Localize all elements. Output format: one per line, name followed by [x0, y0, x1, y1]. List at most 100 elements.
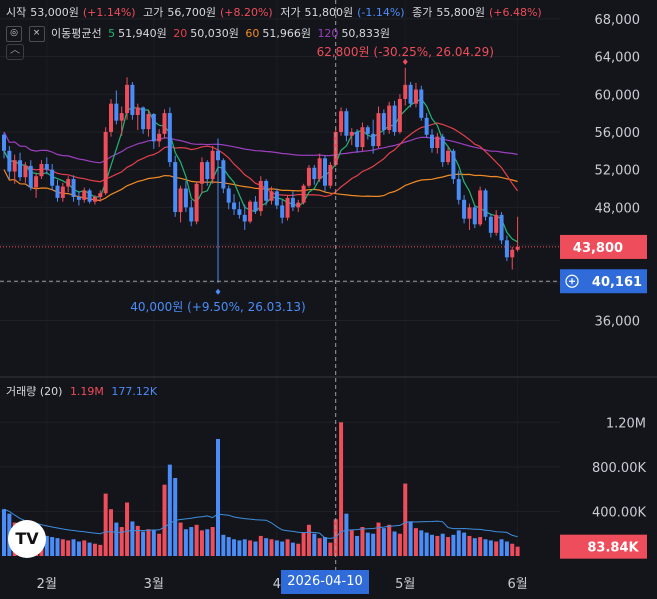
volume-tick-label: 800.00K	[592, 461, 646, 476]
plus-circle-icon	[565, 274, 579, 288]
volume-bar	[130, 521, 135, 556]
candle-body	[296, 202, 301, 208]
candle-body	[183, 188, 188, 208]
volume-bar	[306, 524, 311, 556]
time-tick-label: 3월	[144, 577, 164, 592]
volume-bar	[173, 478, 178, 556]
volume-bar	[92, 543, 97, 556]
volume-value: 1.19M	[69, 385, 104, 398]
candle-body	[44, 163, 49, 170]
candle-body	[226, 188, 231, 203]
volume-bar	[189, 527, 194, 556]
high-annotation: 62,800원 (-30.25%, 26.04.29)	[317, 45, 494, 59]
volume-bar	[365, 532, 370, 556]
close-change: (+6.48%)	[488, 6, 542, 19]
volume-bar	[403, 483, 408, 556]
volume-bar	[269, 539, 274, 556]
ma20-period: 20	[173, 27, 188, 40]
volume-tick-label: 1.20M	[606, 416, 646, 431]
candle-body	[462, 199, 467, 219]
low-marker-icon	[215, 288, 221, 295]
volume-bar	[183, 529, 188, 556]
ma5-line	[3, 98, 518, 243]
time-axis[interactable]: 2월 3월 4 5월 6월	[37, 577, 528, 592]
candle-body	[205, 162, 210, 180]
candle-body	[312, 167, 317, 180]
volume-bar	[60, 539, 65, 556]
close-label: 종가	[412, 6, 433, 19]
volume-bar	[355, 535, 360, 556]
chevron-up-icon[interactable]: ︿	[6, 44, 24, 60]
volume-ma-value: 177.12K	[111, 385, 158, 398]
candle-body	[403, 84, 408, 99]
volume-bar	[376, 522, 381, 556]
volume-bar	[478, 537, 483, 556]
volume-bar	[258, 535, 263, 556]
candle-body	[7, 150, 12, 172]
candlestick-series	[2, 67, 520, 283]
volume-axis[interactable]: 400.00K 800.00K 1.20M	[592, 416, 646, 520]
volume-bar	[157, 533, 162, 556]
tradingview-logo[interactable]: TV	[8, 520, 46, 558]
close-icon[interactable]: ×	[28, 26, 45, 42]
price-tick-label: 36,000	[595, 314, 641, 329]
candle-body	[424, 117, 429, 135]
volume-bar	[103, 493, 108, 556]
candle-body	[483, 190, 488, 217]
candle-body	[135, 107, 140, 115]
volume-bar	[162, 484, 167, 556]
candle-body	[478, 190, 483, 225]
high-change: (+8.20%)	[219, 6, 273, 19]
candle-body	[76, 196, 81, 200]
volume-bar	[194, 524, 199, 556]
ma60-value: 51,966원	[262, 27, 311, 40]
candle-body	[499, 214, 504, 241]
candle-body	[317, 158, 322, 180]
volume-series	[2, 422, 520, 556]
last-price-label: 43,800	[573, 241, 623, 256]
volume-bar	[221, 534, 226, 556]
low-value: 51,800원	[304, 6, 354, 19]
candle-body	[510, 249, 515, 258]
volume-bar	[312, 533, 317, 556]
volume-bar	[408, 521, 413, 556]
last-price-badge	[560, 234, 647, 259]
volume-tick-label: 400.00K	[592, 505, 646, 520]
candle-body	[18, 160, 23, 178]
volume-bar	[2, 509, 6, 556]
volume-bar	[290, 542, 295, 556]
candle-body	[446, 150, 451, 163]
candle-body	[371, 133, 376, 147]
volume-bar	[109, 509, 113, 556]
volume-bar	[371, 533, 376, 556]
price-markers: 43,800 40,161 83.84K 62,800원 (-30.25%, 26.0…	[0, 0, 647, 570]
candle-body	[387, 105, 392, 131]
candle-body	[392, 105, 397, 132]
volume-bar	[141, 531, 146, 556]
candle-body	[216, 150, 220, 161]
candle-body	[178, 188, 183, 213]
candle-body	[488, 216, 493, 233]
volume-bar	[82, 540, 87, 556]
volume-bar	[467, 535, 472, 556]
volume-bar	[98, 544, 103, 556]
volume-bar	[323, 537, 327, 556]
price-tick-label: 60,000	[595, 88, 641, 103]
candle-body	[66, 179, 71, 187]
volume-bar	[87, 542, 92, 556]
candle-body	[103, 131, 108, 194]
candle-body	[264, 180, 269, 201]
volume-bar	[349, 530, 354, 556]
time-tick-label: 6월	[507, 577, 527, 592]
candle-body	[413, 89, 418, 104]
candle-body	[253, 201, 258, 212]
volume-bar	[146, 529, 151, 556]
plus-icon	[569, 278, 575, 285]
volume-bar	[76, 541, 81, 556]
time-tick-label: 2월	[37, 577, 57, 592]
candle-body	[194, 183, 199, 222]
ma120-value: 50,833원	[341, 27, 391, 40]
candle-body	[344, 111, 349, 136]
visibility-toggle-icon[interactable]: ◎	[6, 26, 22, 42]
